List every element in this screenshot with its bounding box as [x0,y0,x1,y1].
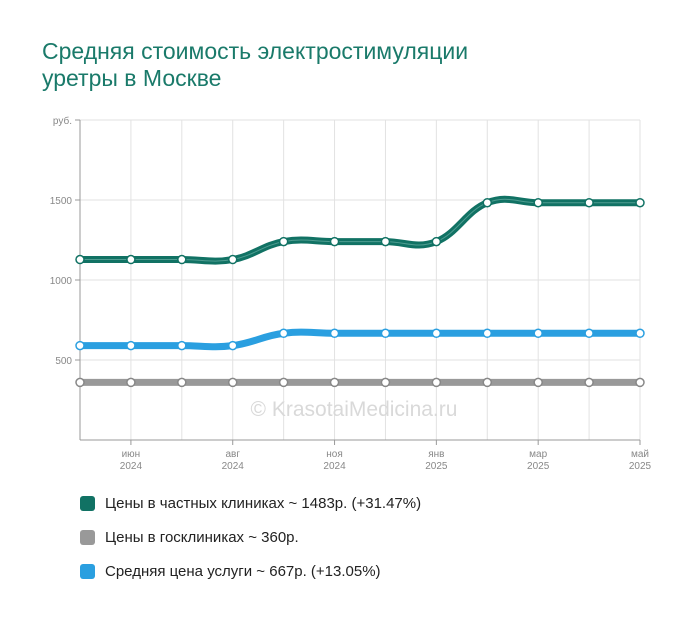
data-point [177,340,187,351]
data-point [75,254,85,265]
legend-label-public: Цены в госклиниках ~ 360р. [105,528,299,546]
x-tick-label-month: ноя [326,449,343,460]
axis-labels: руб.50010001500июн2024авг2024ноя2024янв2… [50,115,652,472]
data-point [278,377,289,388]
x-tick-label-year: 2025 [527,461,550,472]
series-line [76,195,644,265]
x-tick-label-month: авг [225,449,240,460]
x-tick-label-year: 2025 [425,461,448,472]
data-point [75,340,85,351]
axes [75,119,641,445]
y-tick-label: 500 [55,356,72,367]
data-point [126,340,136,351]
data-point [329,236,340,247]
data-point [482,328,493,339]
x-tick-label-month: июн [122,449,141,460]
x-tick-label-year: 2024 [222,461,245,472]
data-points [75,197,645,388]
data-point [177,377,187,388]
legend-item-average[interactable]: Средняя цена услуги ~ 667р. (+13.05%) [80,554,421,588]
data-point [278,328,289,339]
series-line [76,328,644,351]
data-point [584,377,594,388]
y-axis-unit-label: руб. [53,115,72,127]
legend-swatch-average [80,563,95,579]
data-point [431,328,442,339]
x-tick-label-year: 2024 [323,461,346,472]
x-tick-label-year: 2025 [629,461,652,472]
legend-label-average: Средняя цена услуги ~ 667р. (+13.05%) [105,562,381,580]
data-point [431,377,442,388]
data-point [126,254,136,265]
legend: Цены в частных клиниках ~ 1483р. (+31.47… [80,486,421,588]
data-point [227,340,238,351]
data-point [126,377,136,388]
data-point [635,197,645,208]
x-tick-label-year: 2024 [120,461,143,472]
data-point [482,197,493,208]
data-point [177,254,187,265]
data-point [227,254,238,265]
data-point [380,328,391,339]
data-point [533,377,543,388]
data-point [380,377,391,388]
data-point [380,236,391,247]
data-point [75,377,85,388]
chart-title-line-1: Средняя стоимость электростимуляции [42,38,469,64]
chart-title: Средняя стоимость электростимуляции урет… [42,38,642,92]
data-point [431,236,442,247]
data-point [533,197,543,208]
data-point [227,377,238,388]
grid-lines [79,119,641,440]
legend-item-private[interactable]: Цены в частных клиниках ~ 1483р. (+31.47… [80,486,421,520]
data-point [533,328,543,339]
x-tick-label-month: май [631,449,649,460]
legend-swatch-private [80,495,95,511]
x-tick-label-month: янв [428,449,444,460]
data-point [278,236,289,247]
data-point [635,328,645,339]
y-tick-label: 1000 [50,276,73,287]
chart-title-line-2: уретры в Москве [42,65,222,91]
watermark: © KrasotaiMedicina.ru [251,398,458,421]
legend-swatch-public [80,529,95,545]
data-point [584,328,594,339]
x-tick-label-month: мар [529,449,547,460]
data-point [329,328,340,339]
series-lines [76,195,644,386]
legend-label-private: Цены в частных клиниках ~ 1483р. (+31.47… [105,494,422,512]
data-point [635,377,645,388]
data-point [584,197,594,208]
data-point [482,377,493,388]
legend-item-public[interactable]: Цены в госклиниках ~ 360р. [80,520,421,554]
data-point [329,377,340,388]
y-tick-label: 1500 [50,196,73,207]
series-line-highlight [79,198,640,262]
